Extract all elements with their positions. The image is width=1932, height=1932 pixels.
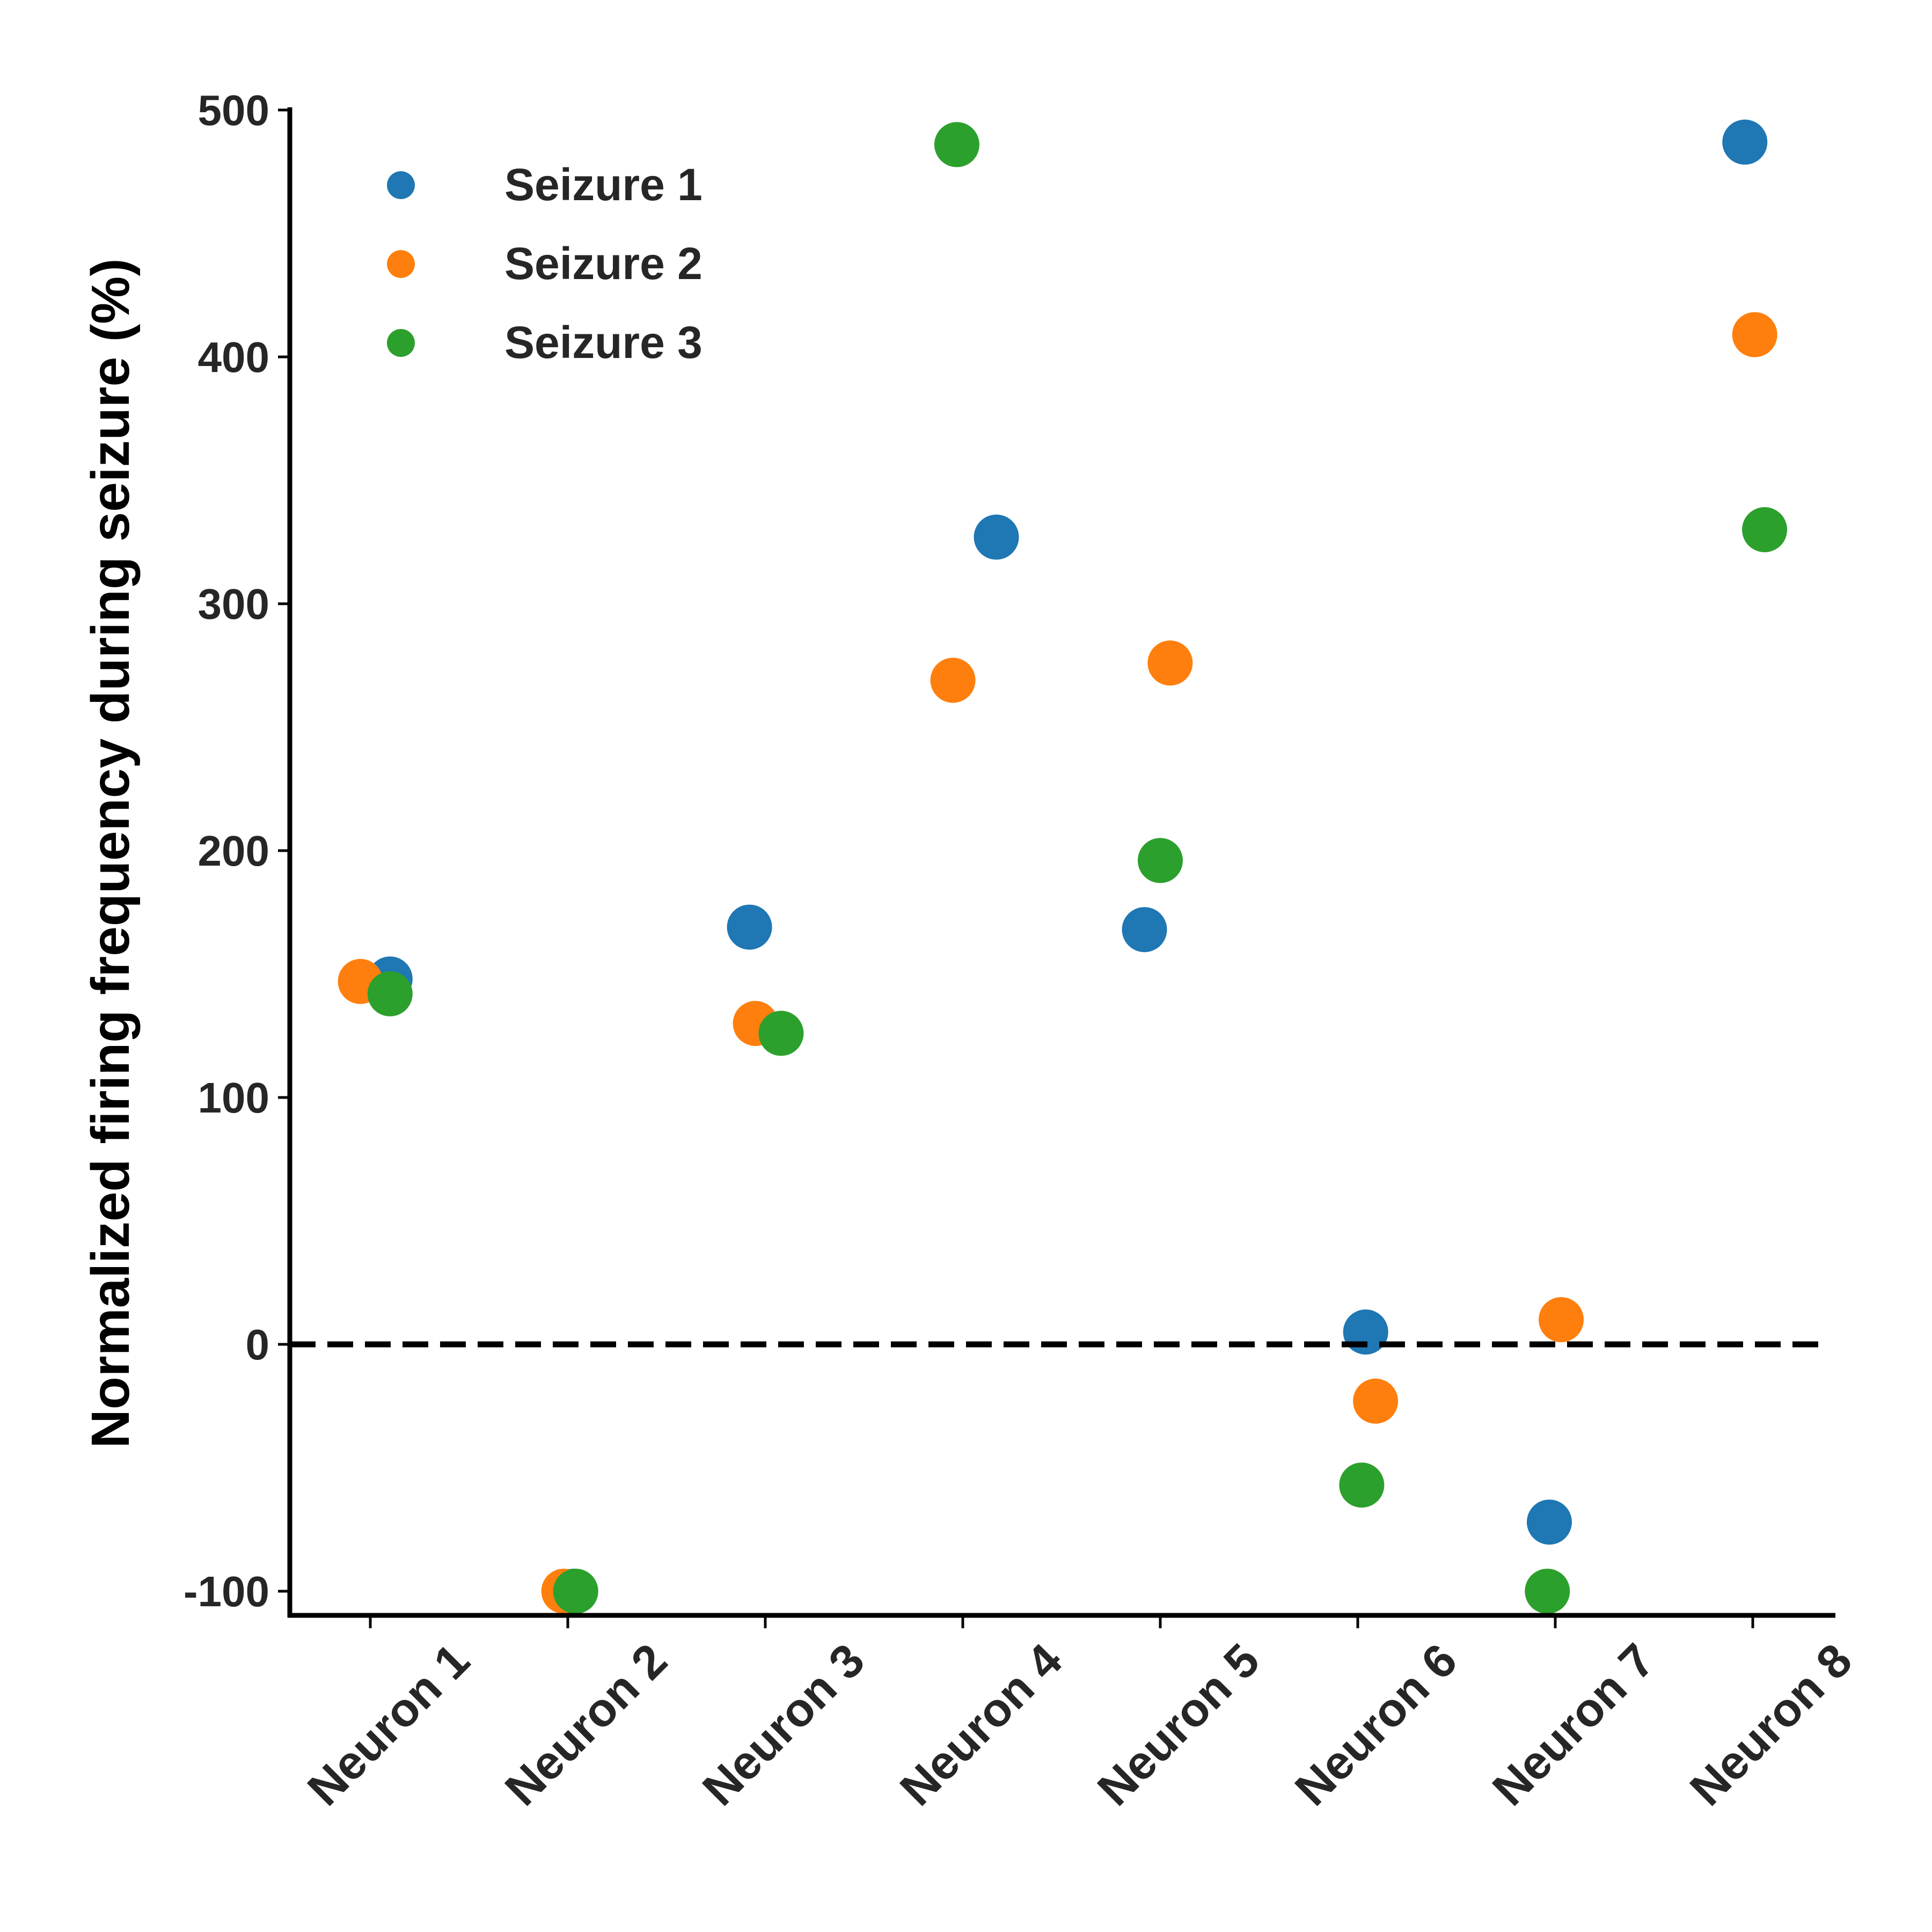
legend-label: Seizure 2 [504,238,702,289]
y-tick-label: 400 [198,333,269,381]
data-point-seizure-1 [1343,1309,1388,1355]
data-point-seizure-1 [1526,1499,1572,1545]
data-point-seizure-3 [1138,838,1183,883]
data-point-seizure-2 [1147,640,1193,686]
data-point-seizure-3 [1525,1569,1570,1614]
y-tick-label: -100 [184,1568,269,1615]
data-point-seizure-2 [1732,312,1777,357]
data-point-seizure-3 [1339,1462,1385,1508]
legend-marker [387,250,415,278]
data-point-seizure-2 [1353,1378,1399,1424]
data-point-seizure-1 [1122,907,1167,953]
legend-marker [387,329,415,357]
y-tick-label: 0 [246,1321,270,1368]
legend-label: Seizure 3 [504,317,702,368]
data-point-seizure-1 [727,904,772,950]
y-tick-label: 500 [198,86,269,134]
y-tick-label: 300 [198,580,269,628]
plot-area [338,119,1788,1614]
x-tick-label: Neuron 5 [1087,1633,1270,1816]
y-tick-label: 200 [198,827,269,875]
data-point-seizure-3 [758,1011,804,1056]
legend-marker [387,171,415,199]
data-point-seizure-3 [553,1569,598,1614]
y-tick-label: 100 [198,1074,269,1122]
data-point-seizure-2 [1539,1297,1584,1342]
legend: Seizure 1 Seizure 2 Seizure 3 [387,159,702,368]
x-tick-label: Neuron 4 [890,1633,1072,1816]
y-axis-label: Normalized firing frequency during seizu… [80,259,141,1448]
data-point-seizure-3 [934,122,979,167]
x-tick-label: Neuron 2 [495,1633,677,1816]
x-tick-label: Neuron 8 [1680,1633,1862,1816]
x-tick-label: Neuron 3 [692,1633,875,1816]
legend-label: Seizure 1 [504,159,702,210]
data-point-seizure-1 [974,514,1019,560]
data-point-seizure-2 [930,657,976,703]
x-tick-label: Neuron 7 [1482,1633,1665,1816]
x-tick-label: Neuron 6 [1285,1633,1467,1816]
data-point-seizure-1 [1722,119,1768,165]
data-point-seizure-3 [367,971,413,1016]
data-point-seizure-3 [1742,507,1788,552]
x-tick-label: Neuron 1 [297,1633,480,1816]
